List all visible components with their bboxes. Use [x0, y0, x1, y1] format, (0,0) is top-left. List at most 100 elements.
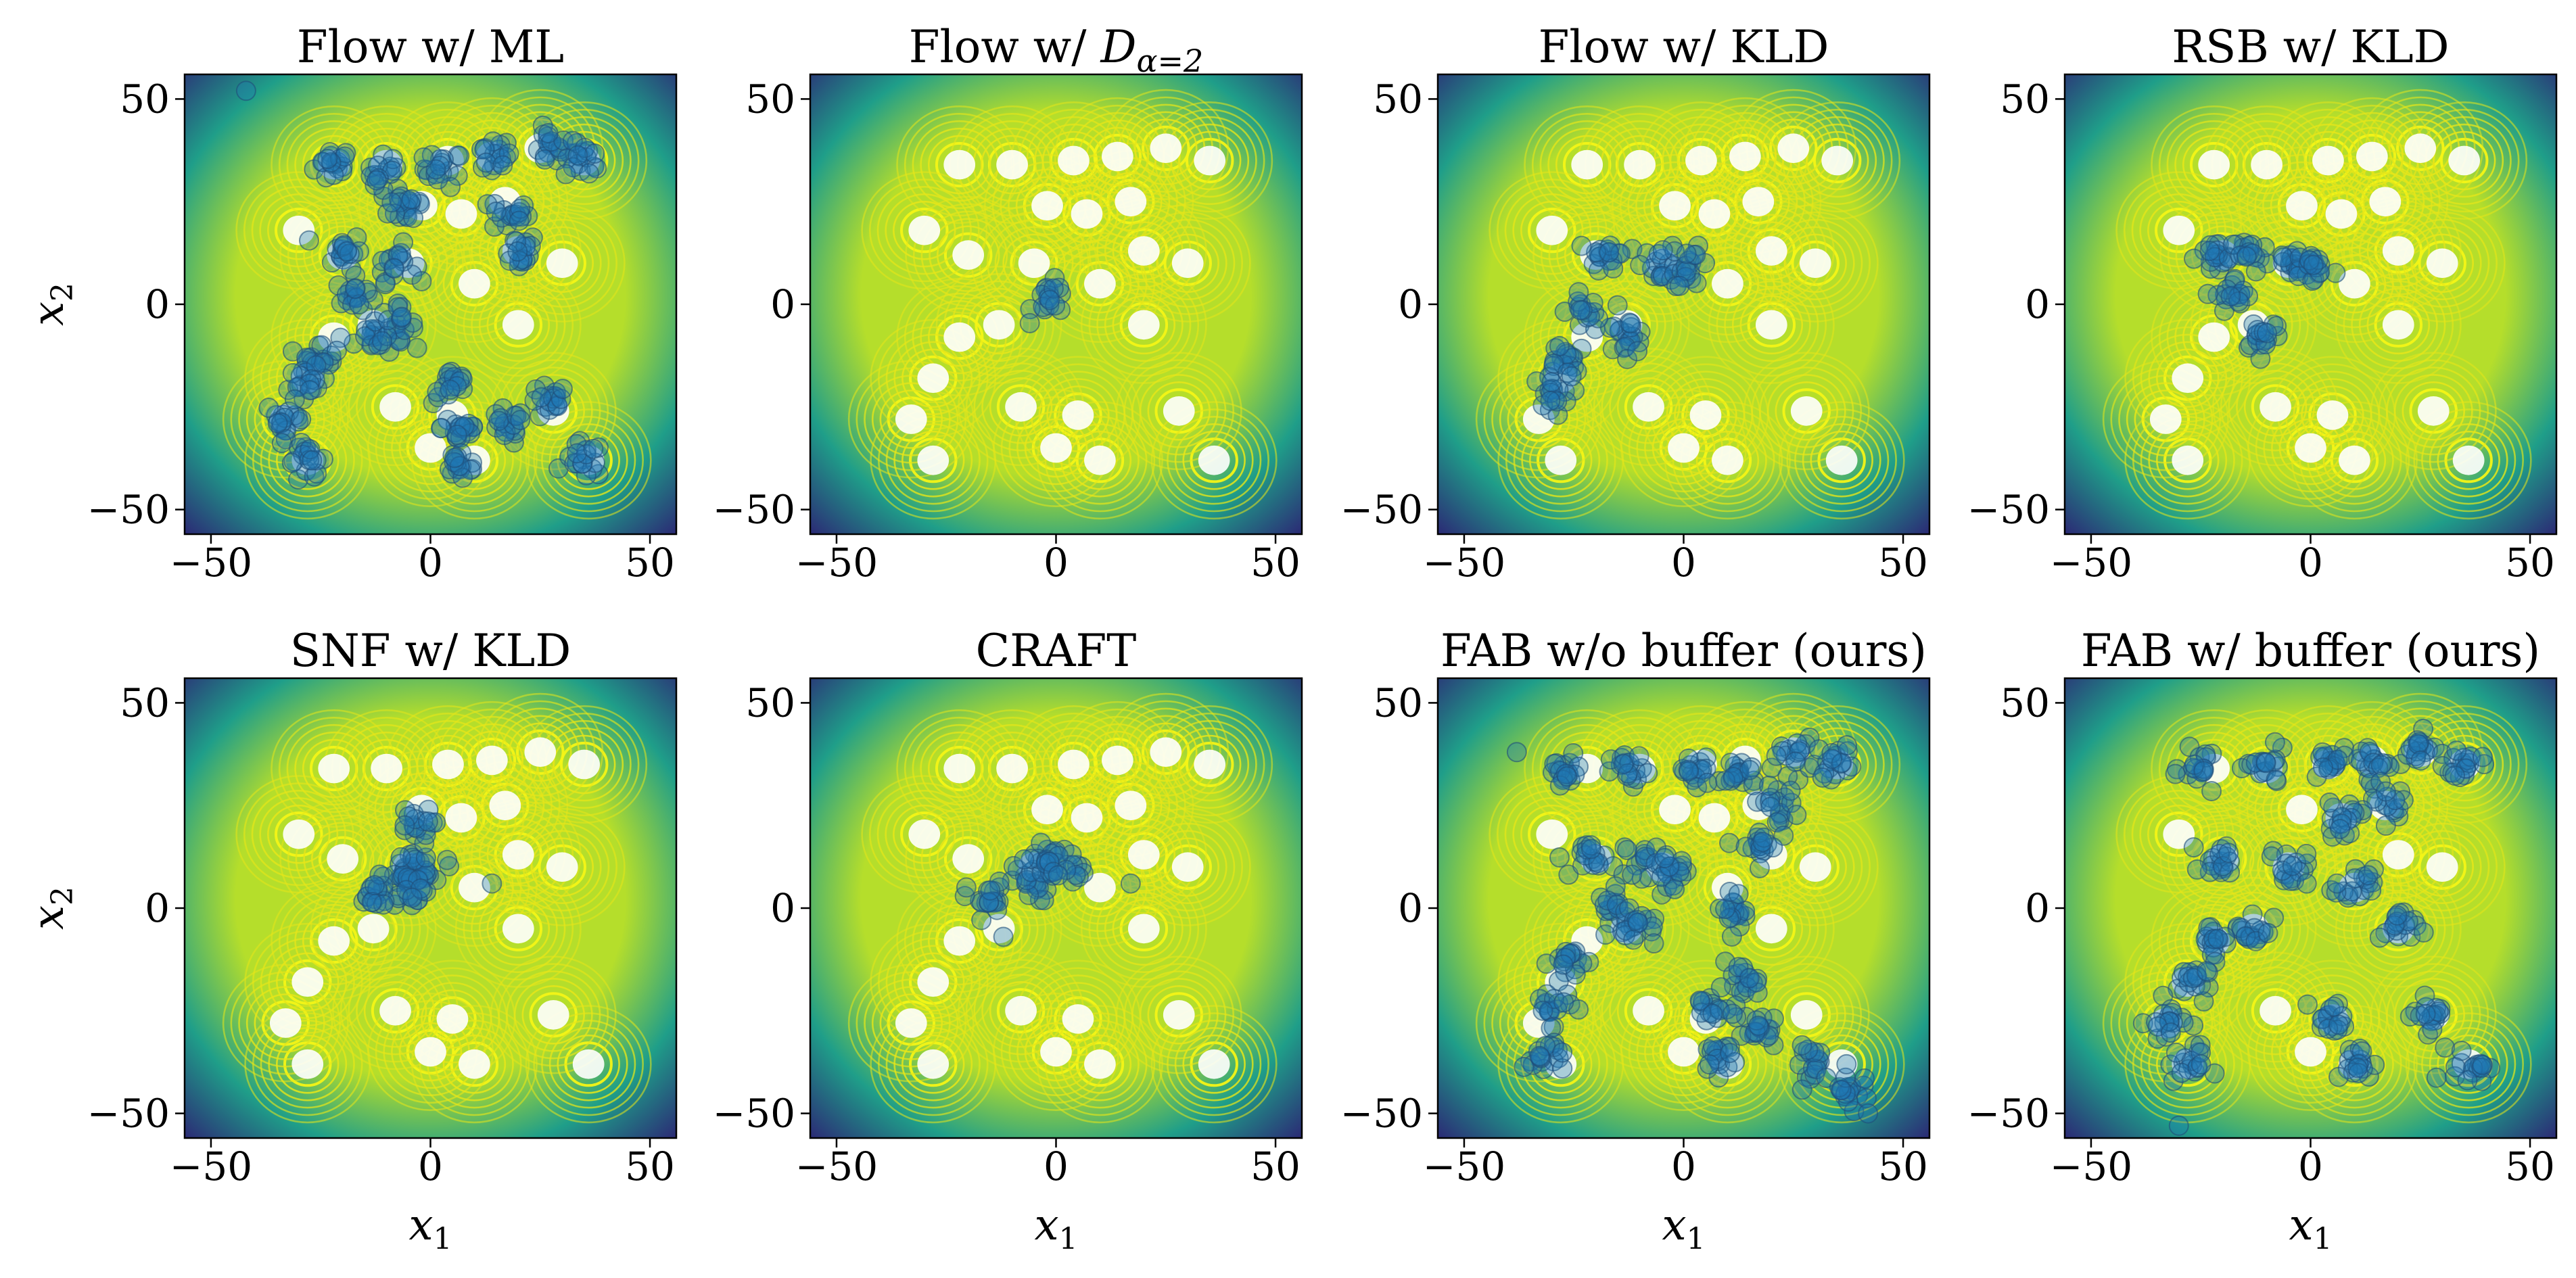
sample-point [2326, 873, 2347, 894]
sample-point [2186, 859, 2207, 880]
sample-point [2191, 1042, 2211, 1063]
sample-point [1810, 1043, 1831, 1064]
y-tick-label: 0 [145, 885, 170, 931]
sample-point [2361, 880, 2382, 901]
sample-point [1617, 348, 1638, 369]
sample-point [2387, 912, 2408, 932]
sample-point [1120, 873, 1141, 894]
sample-point [2312, 757, 2333, 778]
sample-point [2280, 870, 2301, 891]
y-tick-label: 0 [1398, 281, 1423, 327]
sample-point [452, 467, 473, 488]
x-tick-label: 0 [418, 1143, 443, 1189]
sample-point [578, 163, 599, 184]
sample-point [1720, 1043, 1741, 1064]
sample-point [1752, 832, 1773, 853]
sample-point [446, 425, 467, 446]
sample-point [1529, 1045, 1550, 1066]
sample-point [2165, 763, 2186, 784]
contour-lines [847, 89, 1278, 520]
sample-point [555, 164, 576, 185]
sample-point [2311, 1016, 2332, 1037]
sample-points [1526, 235, 1716, 425]
sample-point [2296, 843, 2317, 864]
y-tick-label: 0 [1398, 885, 1423, 931]
sample-point [267, 412, 288, 433]
sample-point [498, 143, 519, 164]
sample-point [364, 875, 385, 896]
x-tick-label: 50 [1878, 540, 1928, 586]
sample-point [2183, 837, 2204, 858]
sample-point [425, 159, 446, 180]
sample-point [402, 887, 423, 908]
sample-point [306, 450, 327, 471]
sample-point [1616, 839, 1637, 860]
sample-point [1583, 292, 1603, 313]
sample-point [342, 294, 362, 315]
sample-point [2191, 1054, 2211, 1075]
sample-point [567, 443, 588, 464]
sample-point [2207, 928, 2228, 949]
y-tick-label: −50 [1340, 1091, 1423, 1137]
sample-point [2199, 241, 2220, 262]
sample-point [361, 892, 382, 913]
sample-point [1669, 861, 1690, 882]
sample-point [1721, 926, 1742, 947]
sample-point [411, 270, 432, 291]
sample-point [417, 811, 438, 832]
y-tick-label: 0 [770, 281, 795, 327]
sample-point [2375, 815, 2396, 836]
sample-point [2334, 738, 2355, 759]
y-axis-label: x2 [24, 886, 80, 930]
y-tick-label: −50 [87, 1091, 170, 1137]
sample-point [2236, 246, 2257, 267]
sample-point [486, 201, 507, 222]
y-tick-label: −50 [713, 487, 795, 533]
sample-point [2347, 1058, 2368, 1079]
sample-point [1697, 772, 1718, 793]
sample-point [2160, 1054, 2181, 1075]
sample-point [583, 438, 604, 459]
contour-lines [222, 692, 652, 1124]
sample-point [2370, 772, 2391, 792]
sample-point [2435, 1037, 2456, 1058]
sample-point [509, 210, 530, 231]
sample-point [1065, 864, 1086, 885]
sample-point [1614, 837, 1635, 858]
sample-point [1831, 1080, 1852, 1101]
sample-point [392, 306, 413, 327]
sample-point [2328, 1066, 2349, 1087]
sample-point [1637, 763, 1658, 784]
sample-point [304, 466, 325, 487]
sample-point [377, 203, 398, 224]
panel-title: FAB w/ buffer (ours) [2081, 625, 2540, 677]
sample-point [1627, 912, 1648, 933]
sample-point [1687, 777, 1708, 798]
sample-point [1580, 838, 1601, 859]
sample-point [1549, 847, 1570, 868]
sample-point [2264, 907, 2285, 928]
sample-point [2264, 732, 2285, 753]
sample-point [1679, 761, 1700, 782]
x-tick-label: 50 [1250, 540, 1301, 586]
sample-point [1856, 1088, 1877, 1109]
sample-point [2273, 247, 2294, 268]
sample-point [1549, 335, 1570, 356]
sample-point [2163, 1070, 2184, 1091]
panel-title: CRAFT [976, 625, 1137, 677]
sample-point [2456, 758, 2477, 779]
sample-point [1018, 884, 1039, 905]
sample-point [492, 155, 513, 176]
panel-title: FAB w/o buffer (ours) [1441, 625, 1927, 677]
y-tick-label: 50 [2000, 680, 2050, 726]
sample-point [1748, 1015, 1769, 1036]
sample-point [987, 899, 1008, 920]
sample-point [2186, 965, 2207, 986]
sample-point [371, 331, 392, 352]
sample-point [1858, 1103, 1879, 1124]
sample-point [1020, 299, 1041, 320]
sample-point [1766, 812, 1787, 833]
sample-point [1646, 837, 1667, 858]
x-axis-label: x1 [2289, 1200, 2332, 1256]
sample-point [1588, 308, 1609, 329]
